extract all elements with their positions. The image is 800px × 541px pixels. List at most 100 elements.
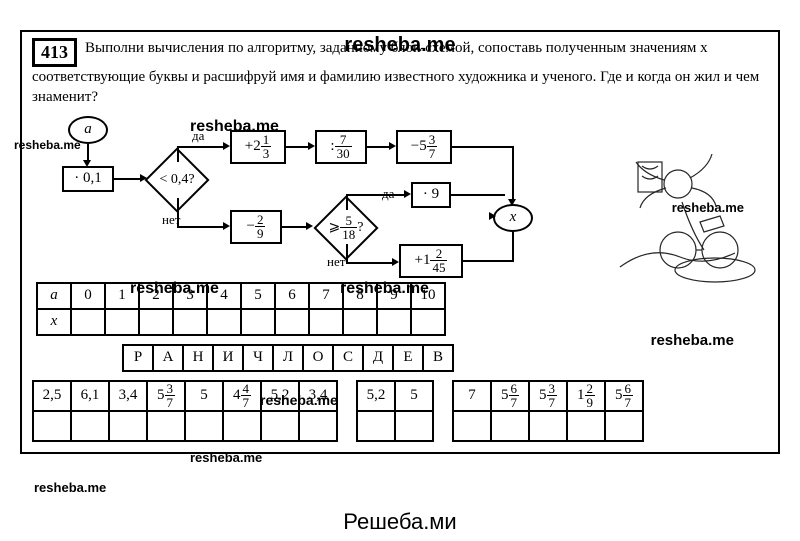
fc-cond2: ⩾ 518 ? <box>314 210 378 246</box>
arrow <box>346 262 394 264</box>
ax-cell <box>139 309 173 335</box>
footer-text: Решеба.ми <box>0 509 800 535</box>
arrowhead <box>223 142 230 150</box>
arrow <box>177 198 179 226</box>
value-cell: 537 <box>147 381 185 411</box>
value-cell: 567 <box>491 381 529 411</box>
ax-cell: a <box>37 283 71 309</box>
frac: 13 <box>261 133 272 160</box>
letter-cell: О <box>303 345 333 371</box>
fc-cond1: < 0,4? <box>148 162 206 198</box>
ax-cell: 7 <box>309 283 343 309</box>
arrowhead <box>389 142 396 150</box>
block2: 5,25 <box>356 380 434 442</box>
fc-div730: : 730 <box>315 130 367 164</box>
empty-cell <box>223 411 261 441</box>
ax-cell <box>71 309 105 335</box>
wm: resheba.me <box>14 138 81 152</box>
value-cell: 5 <box>185 381 223 411</box>
arrow <box>491 194 505 196</box>
arrowhead <box>140 174 147 182</box>
letter-cell: И <box>213 345 243 371</box>
empty-cell <box>261 411 299 441</box>
value-cell: 6,1 <box>71 381 109 411</box>
value-cell: 567 <box>605 381 643 411</box>
wm: resheba.me <box>130 280 219 298</box>
ax-cell <box>309 309 343 335</box>
value-cell: 129 <box>567 381 605 411</box>
empty-cell <box>605 411 643 441</box>
arrow <box>346 194 406 196</box>
wm: resheba.me <box>190 450 262 465</box>
arrow <box>177 226 225 228</box>
watermark-top: resheba.me <box>0 34 800 57</box>
ax-cell: 6 <box>275 283 309 309</box>
letter-cell: В <box>423 345 453 371</box>
empty-cell <box>71 411 109 441</box>
wm: resheba.me <box>190 118 279 136</box>
wm: resheba.me <box>651 332 734 349</box>
arrow <box>346 244 348 262</box>
letter-cell: С <box>333 345 363 371</box>
arrow <box>177 146 179 162</box>
arrowhead <box>306 222 313 230</box>
value-cell: 537 <box>529 381 567 411</box>
arrowhead <box>489 212 496 220</box>
ax-cell <box>241 309 275 335</box>
letter-cell: Р <box>123 345 153 371</box>
wm: resheba.me <box>340 280 429 298</box>
arrow <box>367 146 391 148</box>
arrowhead <box>392 258 399 266</box>
arrow <box>451 194 491 196</box>
ax-cell <box>105 309 139 335</box>
letter-cell: А <box>153 345 183 371</box>
wm: resheba.me <box>672 200 744 215</box>
tables-area: a012345678910 x РАНИЧЛОСДЕВ 2,56,13,4537… <box>32 282 768 442</box>
empty-cell <box>147 411 185 441</box>
arrow <box>286 146 310 148</box>
fc-out: x <box>493 204 533 232</box>
arrow <box>463 260 512 262</box>
empty-cell <box>529 411 567 441</box>
letter-cell: Ч <box>243 345 273 371</box>
frac: 518 <box>340 214 357 241</box>
ax-cell: x <box>37 309 71 335</box>
value-cell: 5,2 <box>357 381 395 411</box>
arrowhead <box>308 142 315 150</box>
arrow <box>452 146 512 148</box>
fc-label-no2: нет <box>327 254 345 270</box>
ax-cell <box>207 309 241 335</box>
value-cell: 3,4 <box>109 381 147 411</box>
arrow <box>512 230 514 262</box>
wm: resheba.me <box>260 392 338 408</box>
frac: 37 <box>427 133 438 160</box>
fc-sub29: − 29 <box>230 210 282 244</box>
ax-cell <box>275 309 309 335</box>
letter-cell: Е <box>393 345 423 371</box>
empty-cell <box>453 411 491 441</box>
arrowhead <box>404 190 411 198</box>
empty-cell <box>395 411 433 441</box>
ax-cell <box>377 309 411 335</box>
fc-mul9: · 9 <box>411 182 451 208</box>
value-cell: 447 <box>223 381 261 411</box>
ax-cell <box>411 309 445 335</box>
fc-mul01: · 0,1 <box>62 166 114 192</box>
empty-cell <box>185 411 223 441</box>
arrow <box>114 178 142 180</box>
ax-cell <box>343 309 377 335</box>
frac: 730 <box>335 133 352 160</box>
fc-add1245: +1 245 <box>399 244 463 278</box>
block1: 2,56,13,453754475,23,4 <box>32 380 338 442</box>
frac: 245 <box>430 247 447 274</box>
block3: 7567537129567 <box>452 380 644 442</box>
ax-cell: 5 <box>241 283 275 309</box>
table-letters: РАНИЧЛОСДЕВ <box>122 344 454 372</box>
letter-cell: Д <box>363 345 393 371</box>
arrow <box>282 226 308 228</box>
wm: resheba.me <box>34 480 106 495</box>
value-cell: 5 <box>395 381 433 411</box>
task-container: 413 Выполни вычисления по алгоритму, зад… <box>20 30 780 454</box>
letter-cell: Н <box>183 345 213 371</box>
ax-cell <box>173 309 207 335</box>
